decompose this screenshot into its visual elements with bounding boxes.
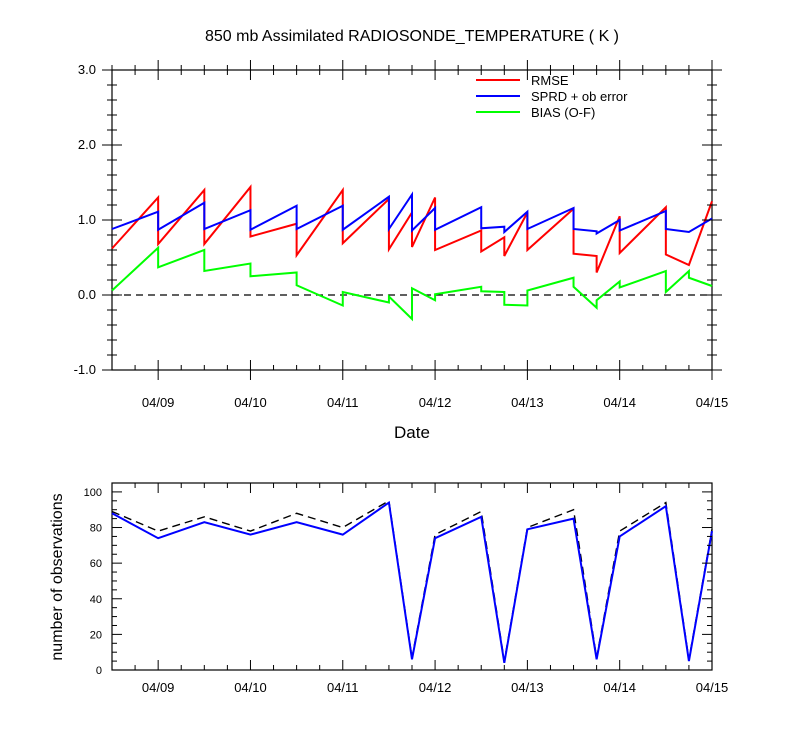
y-tick-label: 2.0 [78,137,96,152]
obs-series-2-line [111,500,713,664]
legend-entry: SPRD + ob error [531,89,628,104]
x-tick-label: 04/15 [696,680,729,695]
rmse-line [111,184,713,273]
legend-entry: BIAS (O-F) [531,105,595,120]
x-tick-label: 04/13 [511,395,544,410]
x-tick-label: 04/15 [696,395,729,410]
x-tick-label: 04/12 [419,680,452,695]
x-tick-label: 04/09 [142,680,175,695]
x-tick-label: 04/10 [234,680,267,695]
x-tick-label: 04/14 [603,395,636,410]
legend-entry: RMSE [531,73,569,88]
y-tick-label: 60 [90,558,102,570]
y-tick-label: 0.0 [78,287,96,302]
x-tick-label: 04/10 [234,395,267,410]
obs-series-1-line [111,499,713,662]
x-tick-label: 04/09 [142,395,175,410]
y-tick-label: 40 [90,594,102,606]
y-tick-label: 20 [90,629,102,641]
y-tick-label: 80 [90,523,102,535]
x-tick-label: 04/13 [511,680,544,695]
y-tick-label: 1.0 [78,212,96,227]
top-x-axis-label: Date [394,423,430,442]
x-tick-label: 04/11 [327,680,359,695]
bias-o-f-line [111,245,713,322]
observation-count-panel: 04/09 04/10 04/11 04/12 04/13 04/14 04/15 0 20 40… [49,482,729,695]
y-tick-label: 0 [96,665,102,677]
bottom-y-axis-label: number of observations [49,493,66,660]
bottom-plot-frame [111,482,713,671]
rmse-bias-panel: 04/09 04/10 04/11 04/12 04/13 04/14 04/15 -1.0 0… [74,60,729,442]
x-tick-label: 04/12 [419,395,452,410]
y-tick-label: 100 [84,487,102,499]
x-tick-label: 04/14 [603,680,636,695]
sprd-ob-error-line [111,191,713,236]
x-tick-label: 04/11 [327,395,359,410]
y-tick-label: 3.0 [78,62,96,77]
chart-title: 850 mb Assimilated RADIOSONDE_TEMPERATUR… [205,28,619,45]
y-tick-label: -1.0 [74,362,96,377]
